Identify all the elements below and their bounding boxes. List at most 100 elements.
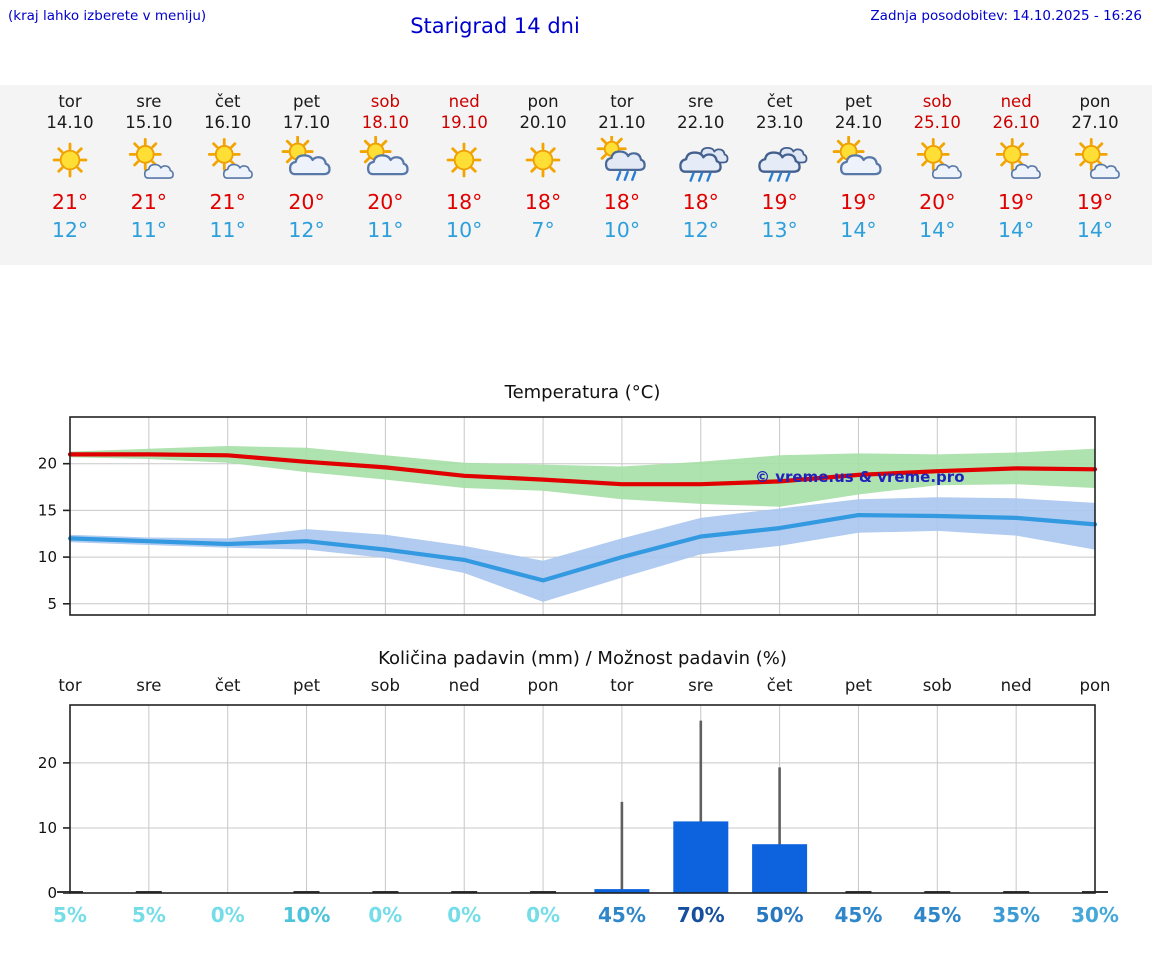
day-date: 17.10 xyxy=(282,113,331,132)
precip-probability: 10% xyxy=(282,903,331,927)
precip-bar-stub xyxy=(451,891,478,893)
precip-day-label: tor xyxy=(610,676,634,695)
day-name: pon xyxy=(527,92,559,111)
min-temp-line xyxy=(67,512,1098,583)
day-name: sob xyxy=(370,92,400,111)
location-menu-hint: (kraj lahko izberete v meniju) xyxy=(8,8,207,24)
precip-bar-stub xyxy=(1003,891,1030,893)
precip-probability: 70% xyxy=(676,903,725,927)
day-low-temp: 14° xyxy=(997,218,1035,242)
y-tick-label: 10 xyxy=(38,819,57,837)
precip-day-label: sre xyxy=(136,676,162,695)
precip-bar-stub xyxy=(293,891,320,893)
day-date: 24.10 xyxy=(834,113,883,132)
day-low-temp: 11° xyxy=(209,218,246,242)
precip-probability: 45% xyxy=(597,903,646,927)
precip-day-label: sob xyxy=(922,676,952,695)
day-date: 20.10 xyxy=(519,113,567,132)
precip-probability: 50% xyxy=(755,903,804,927)
forecast-day: pon 27.10 19° 14° xyxy=(1056,85,1135,265)
precip-day-label: tor xyxy=(58,676,82,695)
day-low-temp: 11° xyxy=(367,218,404,242)
day-low-temp: 14° xyxy=(840,218,877,242)
day-low-temp: 14° xyxy=(919,218,956,242)
precip-day-label: ned xyxy=(448,676,480,695)
day-low-temp: 7° xyxy=(531,218,555,242)
precip-probability: 30% xyxy=(1071,903,1119,927)
day-low-temp: 11° xyxy=(130,218,168,242)
precip-probability: 45% xyxy=(913,903,962,927)
forecast-day: pon 20.10 18° 7° xyxy=(504,85,583,265)
day-date: 25.10 xyxy=(913,113,961,132)
forecast-day: sre 15.10 21° 11° xyxy=(109,85,188,265)
day-name: čet xyxy=(214,92,241,111)
y-tick-label: 5 xyxy=(47,595,57,613)
day-high-temp: 21° xyxy=(51,190,89,214)
precipitation-chart: 0 10 20 xyxy=(38,704,1108,900)
day-date: 15.10 xyxy=(125,113,173,132)
y-tick-label: 10 xyxy=(38,548,57,566)
forecast-day: čet 16.10 21° 11° xyxy=(188,85,267,265)
sun-cloud-icon xyxy=(819,135,898,184)
day-high-temp: 19° xyxy=(761,190,798,214)
sun-rain-icon xyxy=(582,133,661,184)
day-date: 18.10 xyxy=(361,113,409,132)
forecast-day: pet 17.10 20° 12° xyxy=(267,85,346,265)
day-name: pet xyxy=(292,92,321,111)
day-name: sob xyxy=(922,92,952,111)
temperature-chart-title: Temperatura (°C) xyxy=(504,382,661,403)
day-low-temp: 13° xyxy=(761,218,798,242)
precip-bar-stub xyxy=(135,891,162,893)
precip-bar xyxy=(752,844,808,893)
precip-probability: 0% xyxy=(526,903,561,927)
day-date: 23.10 xyxy=(755,113,804,132)
temperature-chart: 5 10 15 20 © vreme.us & vreme.pro xyxy=(38,416,1098,616)
sun-cloud-icon xyxy=(346,135,425,184)
precip-day-label: sre xyxy=(688,676,714,695)
day-low-temp: 12° xyxy=(682,218,719,242)
precip-probability: 0% xyxy=(210,903,245,927)
sun-icon xyxy=(504,136,583,184)
day-high-temp: 18° xyxy=(524,190,562,214)
last-update-text: Zadnja posodobitev: 14.10.2025 - 16:26 xyxy=(870,8,1142,24)
watermark-link[interactable]: © vreme.us & vreme.pro xyxy=(755,468,965,486)
precip-day-label: pon xyxy=(1079,676,1111,695)
precip-bar-stub xyxy=(845,891,872,893)
day-high-temp: 18° xyxy=(603,190,641,214)
min-temp-range-band xyxy=(70,497,1095,602)
sun-icon xyxy=(425,136,504,184)
day-name: ned xyxy=(1000,92,1032,111)
precip-bar-stub xyxy=(372,891,399,893)
precip-day-label: čet xyxy=(214,676,241,695)
day-high-temp: 19° xyxy=(840,190,877,214)
day-high-temp: 20° xyxy=(288,190,325,214)
precip-probability: 45% xyxy=(834,903,883,927)
day-high-temp: 20° xyxy=(367,190,404,214)
day-low-temp: 12° xyxy=(51,218,89,242)
sun-small-cloud-icon xyxy=(1056,136,1135,184)
day-high-temp: 20° xyxy=(919,190,956,214)
sun-small-cloud-icon xyxy=(188,136,267,184)
forecast-strip: tor 14.10 21° 12° sre 15.10 21° 11° čet 16.10 21° 1… xyxy=(0,85,1152,265)
precip-day-label: pet xyxy=(292,676,321,695)
precip-day-label: ned xyxy=(1000,676,1032,695)
precip-bar-stub xyxy=(530,891,557,893)
day-name: ned xyxy=(448,92,480,111)
precip-day-label: pon xyxy=(527,676,559,695)
day-date: 21.10 xyxy=(598,113,646,132)
day-name: sre xyxy=(688,92,714,111)
day-high-temp: 21° xyxy=(130,190,168,214)
day-date: 16.10 xyxy=(204,113,252,132)
precip-day-label: čet xyxy=(766,676,793,695)
y-tick-label: 20 xyxy=(38,754,57,772)
day-high-temp: 19° xyxy=(997,190,1035,214)
day-name: pet xyxy=(844,92,872,111)
day-date: 27.10 xyxy=(1071,113,1119,132)
day-low-temp: 14° xyxy=(1076,218,1114,242)
precip-probability: 0% xyxy=(447,903,482,927)
precip-day-label: sob xyxy=(370,676,400,695)
day-date: 14.10 xyxy=(46,113,94,132)
day-name: tor xyxy=(610,92,634,111)
page-title: Starigrad 14 dni xyxy=(410,14,580,38)
rain-icon xyxy=(740,136,819,184)
